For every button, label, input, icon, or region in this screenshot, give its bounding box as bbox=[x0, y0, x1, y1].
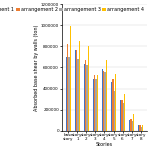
Bar bbox=[68, 57, 70, 131]
Bar bbox=[93, 79, 94, 131]
Bar bbox=[88, 46, 89, 131]
Bar bbox=[94, 75, 95, 131]
Bar bbox=[121, 100, 123, 131]
Bar bbox=[66, 57, 67, 131]
Bar bbox=[132, 121, 133, 131]
Bar bbox=[102, 69, 103, 131]
Bar bbox=[76, 50, 77, 131]
Bar bbox=[70, 26, 71, 131]
Bar bbox=[115, 74, 116, 131]
Bar bbox=[75, 50, 76, 131]
Bar bbox=[95, 79, 97, 131]
Bar bbox=[129, 120, 130, 131]
Bar bbox=[142, 125, 143, 131]
Bar bbox=[138, 125, 139, 131]
Bar bbox=[133, 114, 134, 131]
Bar bbox=[84, 64, 85, 131]
Bar bbox=[123, 103, 124, 131]
X-axis label: Stories: Stories bbox=[96, 142, 113, 147]
Bar bbox=[97, 75, 98, 131]
Y-axis label: Absorbed base shear by walls (ton): Absorbed base shear by walls (ton) bbox=[34, 24, 39, 111]
Bar bbox=[139, 125, 141, 131]
Bar bbox=[86, 65, 88, 131]
Bar bbox=[111, 82, 112, 131]
Bar bbox=[130, 119, 132, 131]
Bar bbox=[141, 128, 142, 131]
Bar bbox=[67, 44, 68, 131]
Bar bbox=[79, 41, 80, 131]
Bar bbox=[85, 60, 86, 131]
Bar bbox=[120, 100, 121, 131]
Bar bbox=[124, 94, 125, 131]
Legend: arrangement 1, arrangement 2, arrangement 3, arrangement 4: arrangement 1, arrangement 2, arrangemen… bbox=[0, 7, 145, 13]
Bar bbox=[106, 60, 107, 131]
Bar bbox=[77, 59, 79, 131]
Bar bbox=[103, 71, 105, 131]
Bar bbox=[112, 79, 114, 131]
Bar bbox=[105, 72, 106, 131]
Bar bbox=[114, 91, 115, 131]
